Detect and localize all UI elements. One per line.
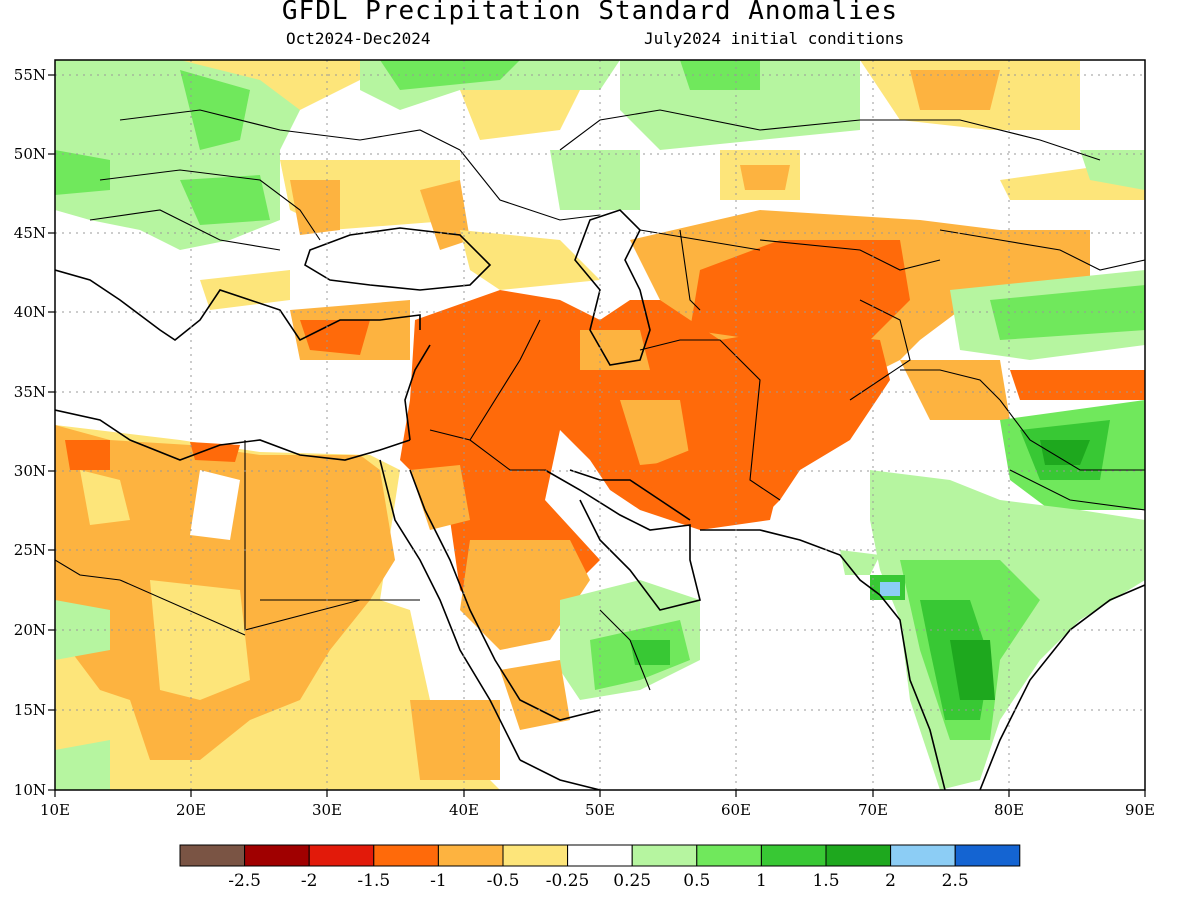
lon-label-80e: 80E — [994, 801, 1024, 819]
colorbar-swatch — [437, 844, 504, 867]
lat-label-30n: 30N — [14, 462, 46, 480]
lon-label-90e: 90E — [1125, 801, 1155, 819]
colorbar-swatch — [373, 844, 439, 867]
lat-label-50n: 50N — [14, 145, 46, 163]
colorbar-swatch — [244, 844, 310, 867]
lon-label-60e: 60E — [721, 801, 751, 819]
lon-label-40e: 40E — [449, 801, 479, 819]
lon-label-70e: 70E — [858, 801, 888, 819]
lon-label-20e: 20E — [176, 801, 206, 819]
coastlines — [55, 209, 1145, 790]
colorbar-swatch — [631, 844, 698, 867]
lat-label-25n: 25N — [14, 541, 46, 559]
colorbar-label: -2 — [301, 871, 318, 891]
colorbar-label: 1 — [756, 871, 767, 891]
lat-label-35n: 35N — [14, 383, 46, 401]
lon-label-10e: 10E — [40, 801, 70, 819]
colorbar-swatch — [308, 844, 375, 867]
colorbar-labels: -2.5 -2 -1.5 -1 -0.5 -0.25 0.25 0.5 1 1.5 2 2.5 — [228, 871, 969, 891]
colorbar-label: -0.25 — [546, 871, 590, 891]
colorbar-swatch — [179, 844, 246, 867]
lon-label-50e: 50E — [585, 801, 615, 819]
colorbar-swatch — [696, 844, 762, 867]
colorbar-label: 1.5 — [812, 871, 839, 891]
colorbar-label: 2 — [885, 871, 896, 891]
country-borders — [55, 109, 1145, 691]
colorbar-swatch — [502, 844, 569, 867]
map-title: GFDL Precipitation Standard Anomalies — [281, 0, 899, 26]
lat-label-40n: 40N — [14, 303, 46, 321]
initial-conditions: July2024 initial conditions — [644, 29, 905, 48]
anomaly-field — [55, 60, 1145, 790]
colorbar-label: -2.5 — [228, 871, 261, 891]
lon-label-30e: 30E — [312, 801, 342, 819]
forecast-period: Oct2024-Dec2024 — [286, 29, 431, 48]
lat-label-55n: 55N — [14, 66, 46, 84]
longitude-labels: 10E 20E 30E 40E 50E 60E 70E 80E 90E — [40, 801, 1155, 819]
colorbar-label: -1 — [430, 871, 447, 891]
colorbar-label: 0.25 — [613, 871, 651, 891]
axis-ticks — [48, 74, 1146, 797]
lat-label-15n: 15N — [14, 701, 46, 719]
colorbar-swatch — [760, 844, 827, 867]
colorbar-swatch — [954, 844, 1021, 867]
colorbar-swatch — [890, 844, 956, 867]
colorbar-label: -0.5 — [487, 871, 520, 891]
colorbar — [179, 844, 1021, 867]
colorbar-label: -1.5 — [357, 871, 390, 891]
lat-label-20n: 20N — [14, 621, 46, 639]
lat-label-10n: 10N — [14, 781, 46, 799]
lat-label-45n: 45N — [14, 224, 46, 242]
grid-lines — [55, 60, 1145, 790]
colorbar-label: 0.5 — [683, 871, 710, 891]
colorbar-swatch — [825, 844, 892, 867]
latitude-labels: 55N 50N 45N 40N 35N 30N 25N 20N 15N 10N — [14, 66, 46, 799]
colorbar-swatch — [567, 844, 633, 867]
colorbar-label: 2.5 — [942, 871, 969, 891]
